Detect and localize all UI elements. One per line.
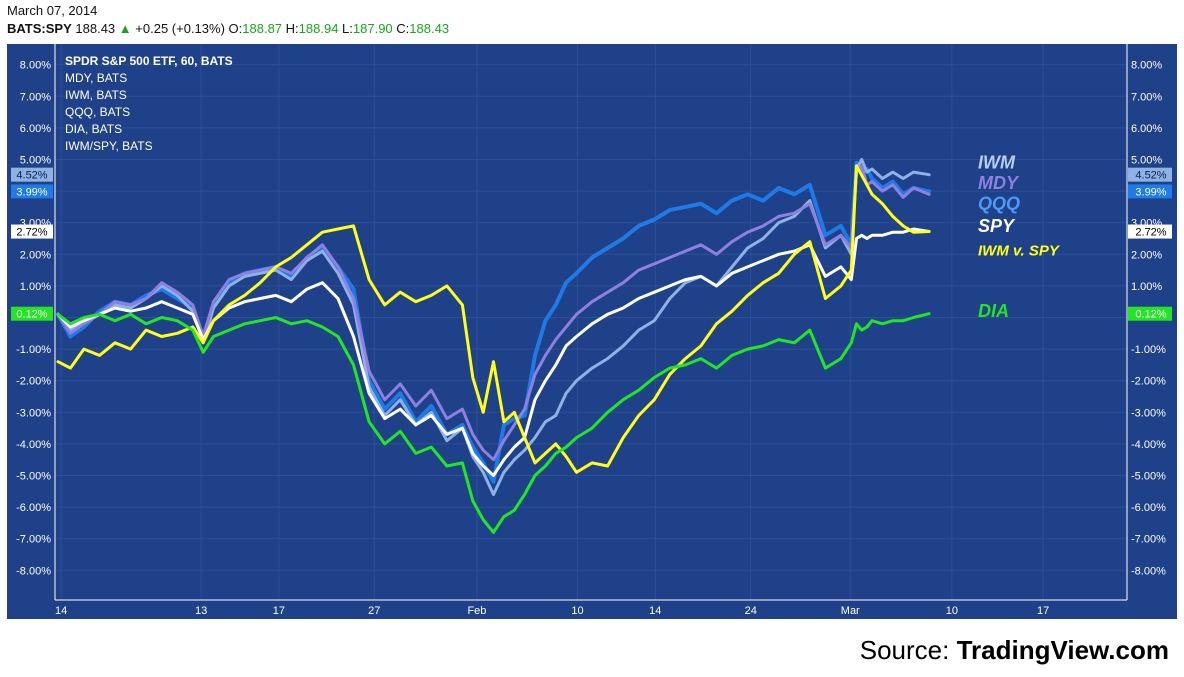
y-tick-label-right: -5.00% bbox=[1131, 471, 1166, 483]
close-value: 188.43 bbox=[409, 21, 450, 36]
series-line-dia bbox=[56, 312, 931, 534]
y-tick-label-right: -6.00% bbox=[1131, 502, 1166, 514]
y-tick-label-right: -3.00% bbox=[1131, 407, 1166, 419]
price-tag-right bbox=[1128, 306, 1172, 321]
y-tick-label-right: 8.00% bbox=[1131, 60, 1162, 72]
annotation-qqq: QQQ bbox=[978, 194, 1020, 214]
y-tick-label-right: 2.00% bbox=[1131, 249, 1162, 261]
x-tick-label: 13 bbox=[195, 605, 207, 617]
y-tick-label-right: 5.00% bbox=[1131, 155, 1162, 167]
legend-item[interactable]: MDY, BATS bbox=[65, 71, 127, 85]
price-tag-right bbox=[1128, 167, 1172, 182]
series-line-iwm bbox=[56, 158, 931, 496]
annotation-iwm-v-spy: IWM v. SPY bbox=[978, 243, 1061, 260]
y-tick-label-left: 6.00% bbox=[20, 123, 51, 135]
y-tick-label-left: 5.00% bbox=[20, 155, 51, 167]
price-tag-left bbox=[11, 167, 53, 182]
price-tag-right-label: 4.52% bbox=[1135, 170, 1166, 182]
x-tick-label: 14 bbox=[649, 605, 661, 617]
series-line-iwm-v-spy bbox=[56, 164, 931, 474]
price-tag-left bbox=[11, 224, 53, 239]
y-tick-label-right: 7.00% bbox=[1131, 91, 1162, 103]
x-tick-label: 17 bbox=[273, 605, 285, 617]
x-tick-label: 10 bbox=[946, 605, 958, 617]
price-tag-left-label: 4.52% bbox=[16, 170, 47, 182]
low-label: L: bbox=[342, 21, 353, 36]
y-tick-label-left: 1.00% bbox=[20, 281, 51, 293]
high-value: 188.94 bbox=[298, 21, 339, 36]
price-tag-right bbox=[1128, 184, 1172, 199]
y-tick-label-left: -5.00% bbox=[16, 471, 51, 483]
x-tick-label: Feb bbox=[467, 605, 486, 617]
legend-item[interactable]: IWM/SPY, BATS bbox=[65, 139, 153, 153]
x-tick-label: 10 bbox=[571, 605, 583, 617]
open-value: 188.87 bbox=[242, 21, 283, 36]
price-tag-left-label: 0.12% bbox=[16, 309, 47, 321]
x-tick-label: 24 bbox=[745, 605, 757, 617]
legend-item[interactable]: DIA, BATS bbox=[65, 122, 122, 136]
price-change: +0.25 (+0.13%) bbox=[135, 21, 225, 36]
y-tick-label-right: -2.00% bbox=[1131, 376, 1166, 388]
legend-item[interactable]: IWM, BATS bbox=[65, 88, 127, 102]
y-tick-label-left: -6.00% bbox=[16, 502, 51, 514]
price-tag-left bbox=[11, 306, 53, 321]
source-name: TradingView.com bbox=[956, 635, 1169, 665]
chart-svg[interactable]: 8.00% 8.00% 7.00% 7.00% 6.00% 6.00% 5.00% 5.00%… bbox=[0, 0, 1184, 630]
y-tick-label-right: -8.00% bbox=[1131, 565, 1166, 577]
up-arrow-icon: ▲ bbox=[118, 21, 132, 36]
y-tick-label-left: -8.00% bbox=[16, 565, 51, 577]
low-value: 187.90 bbox=[352, 21, 393, 36]
y-tick-label-left: -7.00% bbox=[16, 534, 51, 546]
y-tick-label-right: 1.00% bbox=[1131, 281, 1162, 293]
annotation-mdy: MDY bbox=[978, 173, 1020, 193]
legend-item[interactable]: QQQ, BATS bbox=[65, 105, 130, 119]
y-tick-label-right: -1.00% bbox=[1131, 344, 1166, 356]
x-tick-label: Mar bbox=[841, 605, 860, 617]
y-tick-label-right: 6.00% bbox=[1131, 123, 1162, 135]
high-label: H: bbox=[285, 21, 299, 36]
y-tick-label-right: -7.00% bbox=[1131, 534, 1166, 546]
y-tick-label-left: -1.00% bbox=[16, 344, 51, 356]
y-tick-label-left: 7.00% bbox=[20, 91, 51, 103]
price-tag-right-label: 0.12% bbox=[1135, 309, 1166, 321]
open-label: O: bbox=[228, 21, 243, 36]
y-tick-label-left: -2.00% bbox=[16, 376, 51, 388]
series-line-mdy bbox=[56, 164, 931, 462]
chart-date: March 07, 2014 bbox=[7, 3, 98, 18]
price-tag-right-label: 2.72% bbox=[1135, 227, 1166, 239]
annotation-spy: SPY bbox=[978, 216, 1016, 236]
x-tick-label: 17 bbox=[1037, 605, 1049, 617]
source-credit: Source: TradingView.com bbox=[860, 635, 1169, 666]
y-tick-label-left: 2.00% bbox=[20, 249, 51, 261]
y-tick-label-left: -3.00% bbox=[16, 407, 51, 419]
last-price: 188.43 bbox=[75, 21, 116, 36]
source-prefix: Source: bbox=[859, 635, 950, 665]
y-tick-label-left: 8.00% bbox=[20, 60, 51, 72]
symbol-label[interactable]: BATS:SPY bbox=[7, 21, 72, 36]
annotation-iwm: IWM bbox=[978, 153, 1016, 173]
y-tick-label-right: -4.00% bbox=[1131, 439, 1166, 451]
legend-item[interactable]: SPDR S&P 500 ETF, 60, BATS bbox=[65, 54, 233, 68]
x-tick-label: 27 bbox=[368, 605, 380, 617]
quote-row: BATS:SPY 188.43 ▲ +0.25 (+0.13%) O:188.8… bbox=[7, 21, 449, 36]
price-tag-right bbox=[1128, 224, 1172, 239]
annotation-dia: DIA bbox=[978, 301, 1009, 321]
y-tick-label-left: -4.00% bbox=[16, 439, 51, 451]
close-label: C: bbox=[396, 21, 410, 36]
price-tag-right-label: 3.99% bbox=[1135, 186, 1166, 198]
price-tag-left-label: 3.99% bbox=[16, 186, 47, 198]
price-tag-left-label: 2.72% bbox=[16, 227, 47, 239]
x-tick-label: 14 bbox=[55, 605, 67, 617]
price-tag-left bbox=[11, 184, 53, 199]
